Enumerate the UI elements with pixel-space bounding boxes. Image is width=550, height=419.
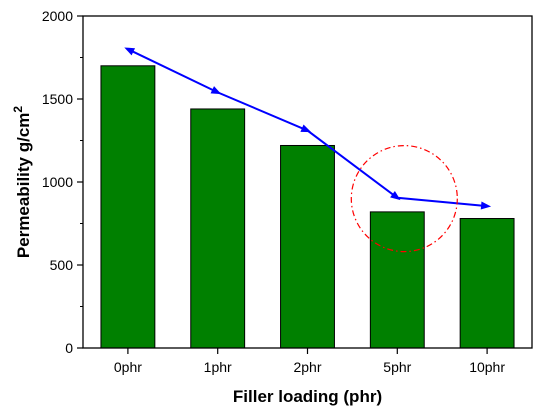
line-layer bbox=[124, 47, 492, 210]
bar-5phr bbox=[369, 211, 425, 349]
arrow-marker-1phr bbox=[210, 86, 222, 95]
arrow-marker-5phr bbox=[390, 190, 401, 201]
ticks-layer: 0 500 1000 1500 2000 0phr 1phr 2phr 5phr 10phr bbox=[42, 8, 505, 375]
annotation-layer bbox=[350, 145, 458, 253]
y-tick-label-1000: 1000 bbox=[42, 174, 73, 190]
y-tick-label-0: 0 bbox=[65, 340, 73, 356]
line-point-5phr bbox=[390, 190, 401, 201]
bar-2phr bbox=[280, 144, 335, 349]
bar-1phr bbox=[190, 108, 246, 349]
y-axis-title-superscript: 2 bbox=[11, 106, 25, 113]
y-tick-label-500: 500 bbox=[50, 257, 74, 273]
arrow-marker-0phr bbox=[124, 47, 136, 56]
y-tick-label-2000: 2000 bbox=[42, 8, 73, 24]
line-point-1phr bbox=[210, 86, 222, 95]
y-axis-title: Permeability g/cm2 bbox=[11, 106, 33, 259]
y-axis-title-text: Permeability g/cm bbox=[14, 113, 33, 259]
line-point-2phr bbox=[300, 124, 312, 133]
bar-10phr bbox=[459, 218, 515, 349]
arrow-marker-10phr bbox=[480, 201, 492, 210]
x-axis-title: Filler loading (phr) bbox=[233, 387, 382, 406]
x-tick-label-5phr: 5phr bbox=[383, 359, 411, 375]
highlight-circle bbox=[350, 145, 458, 253]
x-tick-label-2phr: 2phr bbox=[293, 359, 321, 375]
line-point-0phr bbox=[124, 47, 136, 56]
arrow-marker-2phr bbox=[300, 124, 312, 133]
x-tick-label-10phr: 10phr bbox=[469, 359, 505, 375]
bar-0phr bbox=[100, 65, 156, 349]
x-tick-label-1phr: 1phr bbox=[204, 359, 232, 375]
line-point-10phr bbox=[480, 201, 492, 210]
bars-layer bbox=[100, 65, 515, 349]
x-tick-label-0phr: 0phr bbox=[114, 359, 142, 375]
y-tick-label-1500: 1500 bbox=[42, 91, 73, 107]
